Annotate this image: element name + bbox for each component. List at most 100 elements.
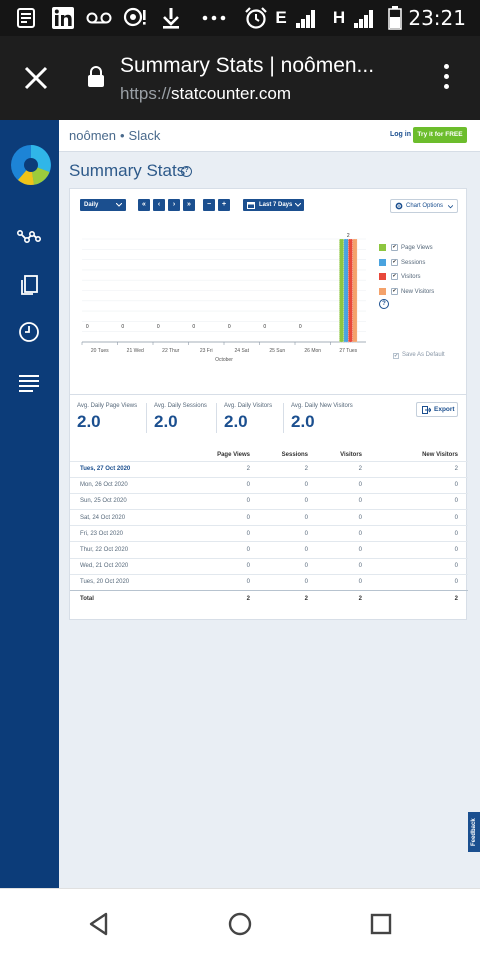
row-date: Thur, 22 Oct 2020 — [70, 541, 180, 559]
checkbox[interactable]: ✔ — [393, 353, 399, 359]
menu-lines-icon[interactable] — [17, 370, 41, 394]
export-icon — [422, 406, 431, 414]
copy-icon[interactable] — [17, 272, 41, 296]
project-name[interactable]: noômen — [69, 128, 116, 143]
column-header: Page Views — [217, 451, 250, 458]
journey-icon[interactable] — [16, 224, 41, 248]
bar — [339, 239, 344, 342]
bar-hatch — [348, 238, 353, 343]
chevron-down-icon — [116, 203, 122, 207]
stat-avg-new-visitors: Avg. Daily New Visitors 2.0 — [291, 403, 353, 432]
table-cell: 0 — [260, 509, 318, 526]
system-nav-bar — [0, 888, 480, 960]
table-body: Tues, 27 Oct 2020 2 2 2 2 Mon, 26 Oct 2020 0 0 0… — [70, 460, 468, 607]
table-cell: 0 — [318, 525, 372, 542]
legend-label: Sessions — [401, 259, 426, 266]
signal-icon — [354, 8, 376, 28]
workspace-name[interactable]: Slack — [128, 128, 161, 143]
table-row: Tues, 20 Oct 2020 0 0 0 0 — [70, 573, 468, 591]
x-tick-label: 20 Tues — [91, 348, 109, 354]
clock-icon[interactable] — [17, 320, 41, 344]
statcounter-logo[interactable] — [10, 144, 52, 186]
breadcrumb: noômen • Slack — [69, 128, 160, 143]
table-cell: 0 — [318, 573, 372, 591]
column-header: New Visitors — [422, 451, 458, 458]
chart-help-icon[interactable]: ? — [379, 299, 389, 309]
table-cell: 0 — [318, 541, 372, 559]
table-row: Wed, 21 Oct 2020 0 0 0 0 — [70, 557, 468, 575]
stat-avg-sessions: Avg. Daily Sessions 2.0 — [154, 403, 207, 432]
export-button[interactable]: Export — [416, 402, 458, 417]
bar-hatch — [343, 238, 349, 343]
clock-time: 23:21 — [408, 6, 466, 30]
chevron-down-icon — [295, 203, 301, 207]
table-cell: 0 — [372, 557, 468, 575]
sidebar — [0, 120, 59, 888]
table-cell: 0 — [180, 492, 260, 510]
table-cell: 0 — [260, 492, 318, 510]
bar — [348, 239, 353, 342]
table-cell: 0 — [372, 476, 468, 494]
table-cell: 2 — [372, 460, 468, 478]
try-free-button[interactable]: Try it for FREE — [413, 127, 467, 143]
x-tick-label: 26 Mon — [304, 348, 321, 354]
legend-checkbox[interactable]: ✔ — [391, 287, 398, 295]
voicemail-icon — [86, 6, 112, 30]
legend-swatch — [379, 244, 386, 251]
prev-period-button[interactable]: ‹ — [153, 199, 165, 211]
zoom-in-button[interactable]: + — [218, 199, 230, 211]
login-link[interactable]: Log in — [390, 131, 411, 138]
granularity-select[interactable]: Daily — [80, 199, 126, 211]
url-bar[interactable]: https://statcounter.com — [120, 84, 291, 104]
stats-panel: Avg. Daily Page Views 2.0 Avg. Daily Ses… — [69, 394, 468, 620]
chevron-down-icon — [448, 205, 453, 209]
first-period-button[interactable]: « — [138, 199, 150, 211]
overflow-menu-icon[interactable] — [440, 64, 452, 92]
zoom-out-button[interactable]: − — [203, 199, 215, 211]
network-type-e: E — [275, 8, 287, 27]
divider — [283, 403, 284, 433]
save-as-default-label: Save As Default — [402, 352, 445, 358]
download-icon — [160, 6, 182, 30]
recents-icon[interactable] — [368, 911, 394, 937]
row-date: Total — [70, 589, 180, 607]
stat-label: Avg. Daily Sessions — [154, 403, 207, 409]
legend-checkbox[interactable]: ✔ — [391, 258, 398, 266]
legend-checkbox[interactable]: ✔ — [391, 244, 398, 251]
page-title: Summary Stats — [69, 161, 186, 180]
bar — [352, 239, 358, 342]
next-period-button[interactable]: › — [168, 199, 180, 211]
table-cell: 0 — [180, 509, 260, 526]
data-label: 0 — [263, 324, 266, 330]
network-type-h: H — [332, 8, 346, 27]
table-cell: 0 — [260, 573, 318, 591]
url-host: statcounter.com — [171, 84, 292, 103]
table-cell: 0 — [180, 541, 260, 559]
stat-value: 2.0 — [154, 412, 178, 431]
row-date: Tues, 27 Oct 2020 — [70, 460, 180, 478]
x-tick-label: 25 Sun — [269, 348, 285, 354]
date-range-select[interactable]: Last 7 Days — [243, 199, 304, 211]
help-icon[interactable]: ? — [181, 166, 192, 177]
back-icon[interactable] — [86, 911, 112, 937]
signal-icon — [296, 8, 318, 28]
data-label: 0 — [121, 324, 124, 330]
legend-swatch — [379, 273, 386, 280]
stat-avg-visitors: Avg. Daily Visitors 2.0 — [224, 403, 272, 432]
legend-checkbox[interactable]: ✔ — [391, 273, 398, 280]
lock-icon[interactable] — [87, 66, 105, 88]
divider — [146, 403, 147, 433]
chart-options-button[interactable]: Chart Options — [390, 199, 458, 213]
save-as-default-toggle[interactable]: ✔ Save As Default — [393, 352, 445, 359]
battery-icon — [386, 6, 404, 30]
home-icon[interactable] — [227, 911, 253, 937]
project-header: noômen • Slack Log in Try it for FREE — [59, 120, 480, 152]
row-date: Sun, 25 Oct 2020 — [70, 492, 180, 510]
feedback-tab[interactable]: Feedback — [468, 812, 480, 852]
status-bar: E H 23:21 — [0, 0, 480, 36]
last-period-button[interactable]: » — [183, 199, 195, 211]
data-label: 0 — [299, 324, 302, 330]
table-cell: 2 — [260, 589, 318, 607]
close-icon[interactable] — [22, 64, 50, 92]
table-cell: 2 — [180, 589, 260, 607]
